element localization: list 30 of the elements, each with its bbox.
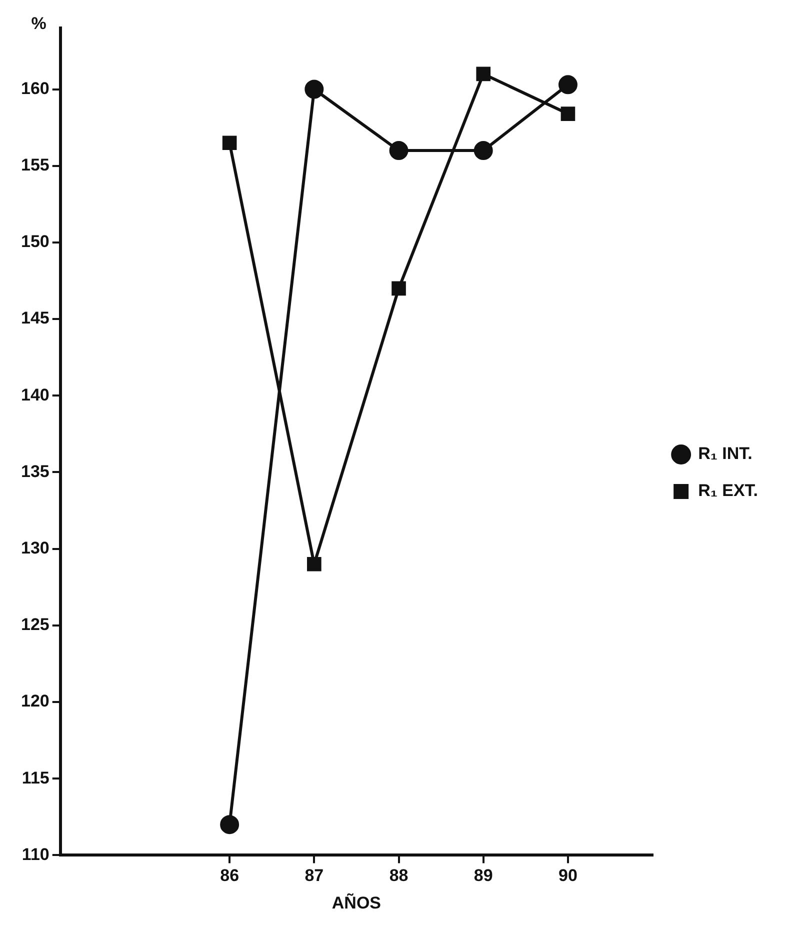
y-tick-label: 160 bbox=[20, 78, 50, 98]
y-axis-title: % bbox=[31, 14, 46, 34]
point bbox=[220, 815, 240, 834]
x-axis-title: AÑOS bbox=[332, 892, 382, 912]
legend-label: R₁ EXT. bbox=[698, 481, 758, 500]
x-tick-label: 90 bbox=[558, 866, 578, 886]
y-tick-label: 120 bbox=[20, 692, 50, 711]
x-tick-label: 86 bbox=[220, 866, 240, 886]
y-tick-label: 135 bbox=[20, 462, 50, 481]
point bbox=[558, 75, 578, 94]
y-tick-label: 140 bbox=[20, 385, 50, 404]
x-tick-label: 89 bbox=[474, 866, 493, 886]
x-tick-label: 87 bbox=[304, 866, 324, 886]
point bbox=[304, 80, 324, 99]
point bbox=[474, 141, 493, 160]
y-tick-label: 155 bbox=[20, 156, 50, 175]
y-tick-label: 115 bbox=[22, 768, 50, 788]
point bbox=[392, 281, 406, 296]
point bbox=[560, 106, 576, 121]
y-tick-label: 130 bbox=[20, 538, 50, 558]
y-tick-label: 150 bbox=[20, 232, 50, 252]
point bbox=[307, 556, 322, 572]
x-tick-label: 88 bbox=[389, 866, 408, 886]
point bbox=[476, 66, 491, 82]
point bbox=[389, 141, 408, 160]
y-tick-label: 110 bbox=[22, 844, 50, 864]
point bbox=[222, 136, 237, 150]
y-tick-label: 145 bbox=[20, 308, 50, 328]
y-tick-label: 125 bbox=[20, 615, 50, 634]
legend-label: R₁ INT. bbox=[698, 444, 752, 464]
